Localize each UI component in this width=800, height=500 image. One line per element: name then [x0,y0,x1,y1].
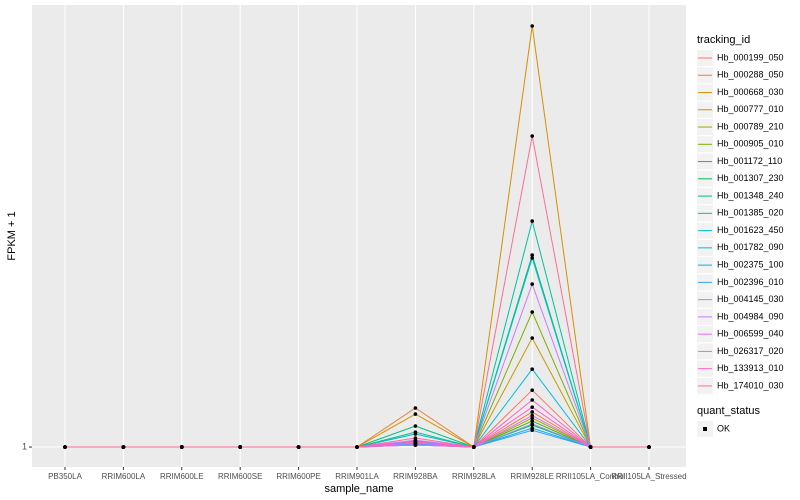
legend-label: Hb_174010_030 [717,380,784,390]
x-tick-label: RRIM600LE [160,472,204,481]
data-point [530,134,534,138]
x-tick-label: RRIM928LA [452,472,496,481]
legend-label: Hb_133913_010 [717,363,784,373]
legend-title: tracking_id [697,34,750,46]
x-tick-label: RRIM928BA [393,472,438,481]
x-axis-title: sample_name [324,483,393,495]
y-tick-label: 1 [22,441,27,451]
data-point [530,410,534,414]
legend-label: Hb_000288_050 [717,70,784,80]
y-axis-title: FPKM + 1 [6,211,18,260]
x-tick-label: RRIM600PE [276,472,320,481]
data-point [355,445,359,449]
data-point [413,424,418,428]
data-point [413,406,418,410]
data-point [413,443,418,447]
data-point [530,219,534,223]
legend-label: Hb_000789_210 [717,121,784,131]
legend-label: Hb_004984_090 [717,311,784,321]
data-point [413,432,418,436]
legend-label: Hb_000199_050 [717,52,784,62]
data-point [530,416,534,420]
data-point [63,445,67,449]
data-point [530,419,534,423]
legend2-label: OK [717,423,730,433]
legend2-swatch [703,427,707,431]
x-tick-label: RRIM928LE [510,472,554,481]
legend-label: Hb_001348_240 [717,190,784,200]
legend-label: Hb_006599_040 [717,329,784,339]
data-point [413,440,418,444]
x-tick-label: RRIM600SE [218,472,262,481]
legend-label: Hb_000777_010 [717,104,784,114]
data-point [180,445,184,449]
legend-label: Hb_001782_090 [717,242,784,252]
x-tick-label: RRII105LA_Stressed [611,472,686,481]
legend-label: Hb_002375_100 [717,259,784,269]
data-point [296,445,301,449]
data-point [530,256,534,260]
data-point [530,282,534,286]
data-point [530,428,534,433]
x-tick-label: RRIM600LA [102,472,146,481]
data-point [530,367,534,371]
legend-label: Hb_001385_020 [717,208,784,218]
data-point [238,445,242,449]
legend-label: Hb_001307_230 [717,173,784,183]
data-point [530,398,534,402]
data-point [413,412,418,416]
panel [32,5,686,467]
legend-label: Hb_000905_010 [717,139,784,149]
legend-label: Hb_026317_020 [717,346,784,356]
legend-label: Hb_004145_030 [717,294,784,304]
data-point [588,445,593,449]
data-point [472,445,476,449]
data-point [530,336,534,340]
data-point [530,253,534,257]
legend-label: Hb_001172_110 [717,156,782,166]
legend-label: Hb_000668_030 [717,87,784,97]
data-point [121,445,126,449]
legend-label: Hb_001623_450 [717,225,784,235]
data-point [647,445,651,449]
data-point [530,388,534,392]
x-tick-label: PB350LA [48,472,82,481]
data-point [530,413,534,418]
x-tick-label: RRIM901LA [335,472,379,481]
data-point [530,422,534,426]
legend-label: Hb_002396_010 [717,277,784,287]
data-point [530,405,534,409]
legend2-title: quant_status [697,405,760,417]
data-point [530,310,534,314]
data-point [530,24,534,28]
x-tick-label: RRII105LA_Control [556,472,626,481]
data-point [413,436,418,440]
